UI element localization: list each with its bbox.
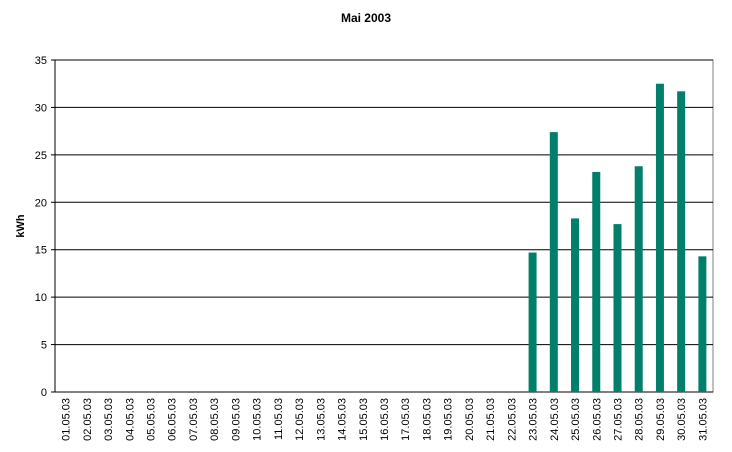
x-tick-label: 27.05.03 — [612, 398, 624, 441]
y-tick-label: 15 — [35, 245, 47, 257]
bar — [634, 166, 643, 392]
x-tick-label: 17.05.03 — [400, 398, 412, 441]
y-tick-label: 30 — [35, 102, 47, 114]
y-axis-title: kWh — [15, 214, 27, 238]
y-tick-label: 35 — [35, 55, 47, 67]
x-tick-label: 23.05.03 — [528, 398, 540, 441]
x-tick-label: 16.05.03 — [379, 398, 391, 441]
x-tick-label: 03.05.03 — [103, 398, 115, 441]
bar — [613, 224, 622, 392]
bar — [677, 91, 686, 392]
x-tick-label: 25.05.03 — [570, 398, 582, 441]
x-tick-label: 04.05.03 — [124, 398, 136, 441]
bar — [592, 171, 601, 392]
bar — [655, 83, 664, 392]
x-tick-label: 14.05.03 — [337, 398, 349, 441]
x-tick-label: 30.05.03 — [676, 398, 688, 441]
y-tick-label: 20 — [35, 197, 47, 209]
x-tick-label: 12.05.03 — [294, 398, 306, 441]
x-tick-label: 02.05.03 — [82, 398, 94, 441]
bar — [698, 256, 707, 392]
x-tick-label: 06.05.03 — [167, 398, 179, 441]
x-tick-label: 26.05.03 — [591, 398, 603, 441]
x-tick-label: 05.05.03 — [146, 398, 158, 441]
x-tick-label: 09.05.03 — [230, 398, 242, 441]
bar — [528, 252, 537, 392]
y-tick-label: 0 — [41, 387, 47, 399]
x-tick-label: 11.05.03 — [273, 398, 285, 440]
x-tick-label: 24.05.03 — [549, 398, 561, 441]
x-tick-label: 21.05.03 — [485, 398, 497, 441]
chart-title: Mai 2003 — [341, 11, 391, 25]
x-tick-label: 08.05.03 — [209, 398, 221, 441]
x-tick-label: 22.05.03 — [506, 398, 518, 441]
x-tick-label: 10.05.03 — [252, 398, 264, 441]
x-tick-label: 29.05.03 — [655, 398, 667, 441]
y-tick-label: 25 — [35, 150, 47, 162]
x-tick-label: 15.05.03 — [358, 398, 370, 441]
x-tick-label: 01.05.03 — [61, 398, 73, 441]
y-tick-label: 5 — [41, 340, 47, 352]
x-tick-label: 07.05.03 — [188, 398, 200, 441]
bar — [571, 218, 580, 392]
bar — [549, 132, 558, 392]
x-tick-label: 19.05.03 — [443, 398, 455, 441]
x-tick-label: 18.05.03 — [421, 398, 433, 441]
x-tick-label: 20.05.03 — [464, 398, 476, 441]
y-tick-label: 10 — [35, 292, 47, 304]
x-tick-label: 13.05.03 — [315, 398, 327, 441]
x-tick-label: 31.05.03 — [697, 398, 709, 441]
x-tick-label: 28.05.03 — [634, 398, 646, 441]
